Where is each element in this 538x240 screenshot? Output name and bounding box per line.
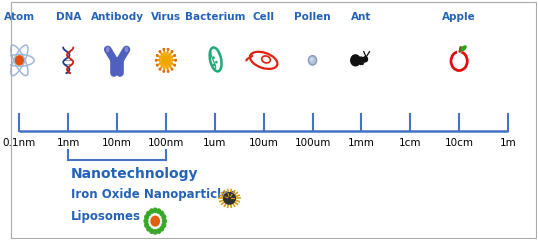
Circle shape bbox=[167, 48, 169, 50]
Text: 1nm: 1nm bbox=[56, 138, 80, 148]
Text: Virus: Virus bbox=[151, 12, 181, 22]
Circle shape bbox=[163, 48, 165, 50]
Circle shape bbox=[157, 64, 158, 66]
Text: 1um: 1um bbox=[203, 138, 226, 148]
Circle shape bbox=[153, 230, 157, 234]
Circle shape bbox=[155, 60, 157, 61]
Circle shape bbox=[351, 55, 360, 66]
Text: Ant: Ant bbox=[351, 12, 372, 22]
Circle shape bbox=[147, 227, 151, 231]
Circle shape bbox=[175, 60, 176, 61]
Circle shape bbox=[363, 57, 367, 62]
Circle shape bbox=[162, 223, 166, 228]
Circle shape bbox=[159, 68, 161, 70]
Circle shape bbox=[157, 229, 161, 233]
Circle shape bbox=[16, 56, 23, 65]
Circle shape bbox=[160, 227, 164, 231]
Text: 100nm: 100nm bbox=[148, 138, 184, 148]
Circle shape bbox=[157, 209, 161, 213]
Circle shape bbox=[147, 211, 151, 216]
Circle shape bbox=[457, 50, 461, 54]
Circle shape bbox=[151, 216, 159, 226]
Circle shape bbox=[144, 219, 148, 223]
Text: Liposomes: Liposomes bbox=[70, 210, 140, 223]
Text: Cell: Cell bbox=[253, 12, 275, 22]
Circle shape bbox=[171, 68, 173, 70]
Circle shape bbox=[157, 55, 158, 56]
Circle shape bbox=[310, 58, 313, 61]
Text: 1mm: 1mm bbox=[348, 138, 375, 148]
Text: Pollen: Pollen bbox=[294, 12, 331, 22]
Text: Bacterium: Bacterium bbox=[185, 12, 245, 22]
Circle shape bbox=[161, 55, 171, 66]
Text: Apple: Apple bbox=[442, 12, 476, 22]
Circle shape bbox=[148, 213, 162, 230]
Circle shape bbox=[162, 215, 166, 219]
Text: 0.1nm: 0.1nm bbox=[3, 138, 36, 148]
Circle shape bbox=[308, 56, 316, 65]
Text: 1m: 1m bbox=[500, 138, 516, 148]
Text: DNA: DNA bbox=[55, 12, 81, 22]
Text: 100um: 100um bbox=[294, 138, 331, 148]
Circle shape bbox=[145, 215, 148, 219]
Circle shape bbox=[160, 211, 164, 216]
Text: Nanotechnology: Nanotechnology bbox=[70, 167, 198, 180]
Circle shape bbox=[310, 57, 315, 64]
Circle shape bbox=[150, 229, 153, 233]
Text: 10um: 10um bbox=[249, 138, 279, 148]
Ellipse shape bbox=[125, 47, 128, 52]
Text: Antibody: Antibody bbox=[90, 12, 144, 22]
Text: 10cm: 10cm bbox=[444, 138, 473, 148]
Circle shape bbox=[171, 51, 173, 52]
Circle shape bbox=[174, 55, 175, 56]
Circle shape bbox=[167, 71, 169, 72]
Text: 1cm: 1cm bbox=[399, 138, 421, 148]
Circle shape bbox=[159, 53, 173, 68]
Circle shape bbox=[162, 219, 166, 223]
Circle shape bbox=[150, 209, 153, 213]
Circle shape bbox=[159, 51, 161, 52]
Circle shape bbox=[213, 57, 214, 58]
Circle shape bbox=[145, 223, 148, 228]
Circle shape bbox=[359, 57, 364, 63]
Circle shape bbox=[216, 61, 217, 63]
Circle shape bbox=[163, 71, 165, 72]
Circle shape bbox=[174, 64, 175, 66]
Ellipse shape bbox=[461, 46, 466, 51]
Circle shape bbox=[153, 208, 157, 212]
Ellipse shape bbox=[224, 193, 235, 204]
Text: Iron Oxide Nanoparticles: Iron Oxide Nanoparticles bbox=[70, 188, 236, 201]
Ellipse shape bbox=[106, 47, 109, 52]
Text: 10nm: 10nm bbox=[102, 138, 132, 148]
Text: Atom: Atom bbox=[4, 12, 35, 22]
Circle shape bbox=[214, 64, 215, 66]
